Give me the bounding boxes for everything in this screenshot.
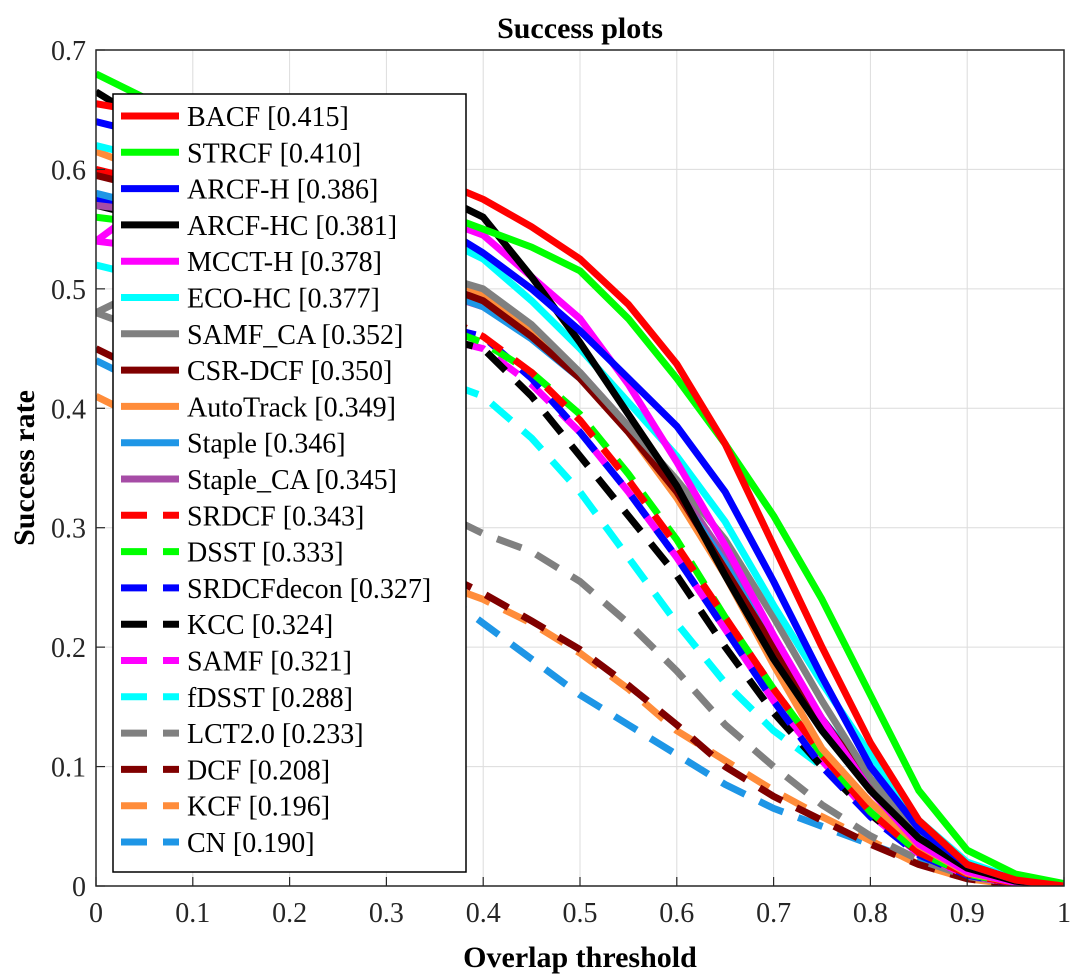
- legend-label-10: Staple [0.346]: [187, 429, 346, 460]
- y-tick-label: 0.3: [51, 514, 86, 545]
- legend-label-3: ARCF-H [0.386]: [187, 175, 378, 206]
- x-tick-label: 0.6: [659, 898, 694, 929]
- legend-label-5: MCCT-H [0.378]: [187, 247, 382, 278]
- x-tick-label: 0.1: [175, 898, 210, 929]
- legend-label-18: LCT2.0 [0.233]: [187, 719, 364, 750]
- legend-label-7: SAMF_CA [0.352]: [187, 320, 403, 351]
- y-tick-label: 0.6: [51, 155, 86, 186]
- legend-label-12: SRDCF [0.343]: [187, 501, 364, 532]
- y-tick-label: 0.2: [51, 633, 86, 664]
- legend-label-11: Staple_CA [0.345]: [187, 465, 397, 496]
- x-tick-label: 0.3: [369, 898, 404, 929]
- x-tick-label: 0.8: [853, 898, 888, 929]
- y-tick-label: 0.5: [51, 275, 86, 306]
- series-line-13: [96, 213, 1064, 886]
- x-tick-label: 0.2: [272, 898, 307, 929]
- y-tick-label: 0: [72, 872, 86, 903]
- y-tick-label: 0.4: [51, 394, 86, 425]
- x-tick-label: 0.9: [950, 898, 985, 929]
- legend-label-16: SAMF [0.321]: [187, 647, 352, 678]
- legend-label-9: AutoTrack [0.349]: [187, 392, 396, 423]
- x-tick-label: 0.5: [563, 898, 598, 929]
- y-tick-label: 0.1: [51, 753, 86, 784]
- y-tick-label: 0.7: [51, 36, 86, 67]
- x-tick-label: 0.4: [466, 898, 501, 929]
- chart-title: Success plots: [497, 12, 663, 45]
- legend-label-13: DSST [0.333]: [187, 538, 344, 569]
- legend-label-8: CSR-DCF [0.350]: [187, 356, 392, 387]
- x-tick-label: 0.7: [756, 898, 791, 929]
- legend-label-1: BACF [0.415]: [187, 102, 349, 133]
- x-tick-label: 1: [1057, 898, 1071, 929]
- y-axis-label: Success rate: [8, 390, 41, 546]
- legend-label-15: KCC [0.324]: [187, 610, 333, 641]
- legend-label-20: KCF [0.196]: [187, 792, 330, 823]
- legend: BACF [0.415] STRCF [0.410] ARCF-H [0.386] A…: [112, 93, 467, 873]
- x-tick-label: 0: [89, 898, 103, 929]
- legend-label-17: fDSST [0.288]: [187, 683, 353, 714]
- legend-label-4: ARCF-HC [0.381]: [187, 211, 397, 242]
- legend-label-6: ECO-HC [0.377]: [187, 284, 380, 315]
- axis-ticks: 0 0.1 0.2 0.3 0.4 0.5 0.6 0.7 0.8 0.9 1 0 0.1 0.2 0.3 0…: [51, 36, 1071, 929]
- legend-label-14: SRDCFdecon [0.327]: [187, 574, 431, 605]
- x-axis-label: Overlap threshold: [463, 941, 697, 974]
- legend-label-19: DCF [0.208]: [187, 755, 330, 786]
- legend-label-21: CN [0.190]: [187, 828, 315, 859]
- legend-label-2: STRCF [0.410]: [187, 138, 361, 169]
